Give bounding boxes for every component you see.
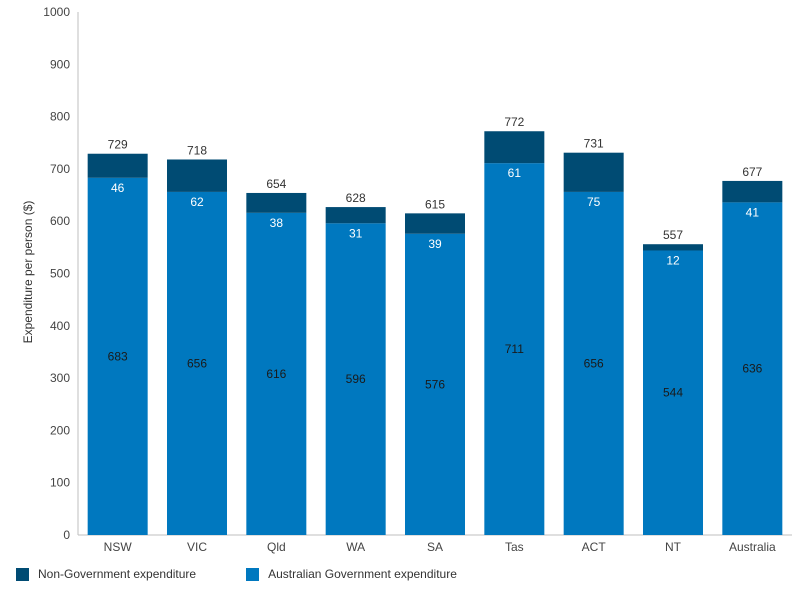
x-tick-vic: VIC (187, 540, 207, 554)
bar-australian-government-australia[interactable] (722, 202, 783, 535)
label-total-vic: 718 (187, 143, 207, 157)
chart: Expenditure per person ($) 0 100 200 300 400… (21, 5, 792, 554)
x-tick-nt: NT (665, 540, 682, 554)
x-tick-tas: Tas (505, 540, 524, 554)
y-tick-900: 900 (50, 57, 70, 71)
bar-non-government-nsw[interactable] (87, 153, 148, 178)
label-australian-government-nt: 544 (663, 386, 683, 400)
bar-australian-government-qld[interactable] (246, 212, 307, 535)
label-australian-government-nsw: 683 (108, 349, 128, 363)
label-australian-government-tas: 711 (505, 342, 524, 356)
bar-australian-government-tas[interactable] (484, 163, 545, 535)
label-total-tas: 772 (504, 115, 524, 129)
x-tick-sa: SA (427, 540, 443, 554)
label-non-government-act: 75 (587, 195, 601, 209)
bar-non-government-australia[interactable] (722, 180, 783, 203)
label-non-government-tas: 61 (508, 166, 522, 180)
x-tick-wa: WA (346, 540, 365, 554)
legend: Non-Government expenditure Australian Go… (16, 567, 457, 581)
x-tick-australia: Australia (729, 540, 776, 554)
label-australian-government-australia: 636 (742, 362, 762, 376)
label-non-government-sa: 39 (428, 237, 442, 251)
label-non-government-qld: 38 (270, 216, 284, 230)
bar-non-government-act[interactable] (563, 152, 624, 192)
label-total-wa: 628 (346, 191, 366, 205)
label-total-sa: 615 (425, 197, 445, 211)
y-tick-200: 200 (50, 423, 70, 437)
category-labels: NSW VIC Qld WA SA Tas ACT NT Australia (104, 540, 776, 554)
label-australian-government-vic: 656 (187, 356, 207, 370)
label-australian-government-act: 656 (584, 356, 604, 370)
label-australian-government-sa: 576 (425, 377, 445, 391)
bar-australian-government-sa[interactable] (405, 233, 465, 535)
label-non-government-nt: 12 (666, 253, 680, 267)
x-tick-act: ACT (582, 540, 607, 554)
y-axis-label: Expenditure per person ($) (21, 201, 35, 344)
y-axis-ticks: 0 100 200 300 400 500 600 700 800 900 1000 (43, 5, 70, 542)
label-non-government-australia: 41 (746, 205, 760, 219)
label-australian-government-wa: 596 (346, 372, 366, 386)
x-tick-qld: Qld (267, 540, 286, 554)
y-tick-600: 600 (50, 214, 70, 228)
legend-label-australian-government: Australian Government expenditure (268, 567, 457, 581)
bar-non-government-wa[interactable] (325, 207, 386, 224)
y-tick-500: 500 (50, 267, 70, 281)
bar-australian-government-act[interactable] (563, 191, 624, 536)
bar-australian-government-vic[interactable] (167, 191, 227, 536)
y-tick-700: 700 (50, 162, 70, 176)
label-total-nsw: 729 (108, 138, 128, 152)
bar-non-government-tas[interactable] (484, 131, 545, 164)
label-non-government-vic: 62 (190, 195, 204, 209)
label-non-government-nsw: 46 (111, 181, 125, 195)
label-total-australia: 677 (742, 165, 762, 179)
legend-item-australian-government[interactable]: Australian Government expenditure (246, 567, 457, 581)
legend-item-non-government[interactable]: Non-Government expenditure (16, 567, 196, 581)
y-tick-800: 800 (50, 110, 70, 124)
bar-australian-government-wa[interactable] (325, 223, 386, 536)
label-total-act: 731 (584, 137, 604, 151)
legend-swatch-non-government (16, 567, 29, 581)
legend-label-non-government: Non-Government expenditure (38, 567, 197, 581)
y-tick-300: 300 (50, 371, 70, 385)
bar-australian-government-nsw[interactable] (87, 177, 148, 535)
y-tick-100: 100 (50, 476, 70, 490)
bars: 6834672965662718616386545963162857639615… (87, 115, 783, 536)
bar-non-government-qld[interactable] (246, 192, 307, 213)
label-non-government-wa: 31 (349, 226, 363, 240)
label-total-nt: 557 (663, 228, 683, 242)
legend-swatch-australian-government (246, 567, 260, 581)
bar-non-government-sa[interactable] (405, 213, 465, 234)
label-total-qld: 654 (266, 177, 286, 191)
bar-australian-government-nt[interactable] (643, 250, 703, 535)
bar-non-government-nt[interactable] (643, 244, 703, 251)
y-tick-1000: 1000 (43, 5, 70, 19)
bar-non-government-vic[interactable] (167, 159, 227, 192)
y-tick-400: 400 (50, 319, 70, 333)
y-tick-0: 0 (63, 528, 70, 542)
x-tick-nsw: NSW (104, 540, 133, 554)
label-australian-government-qld: 616 (266, 367, 286, 381)
